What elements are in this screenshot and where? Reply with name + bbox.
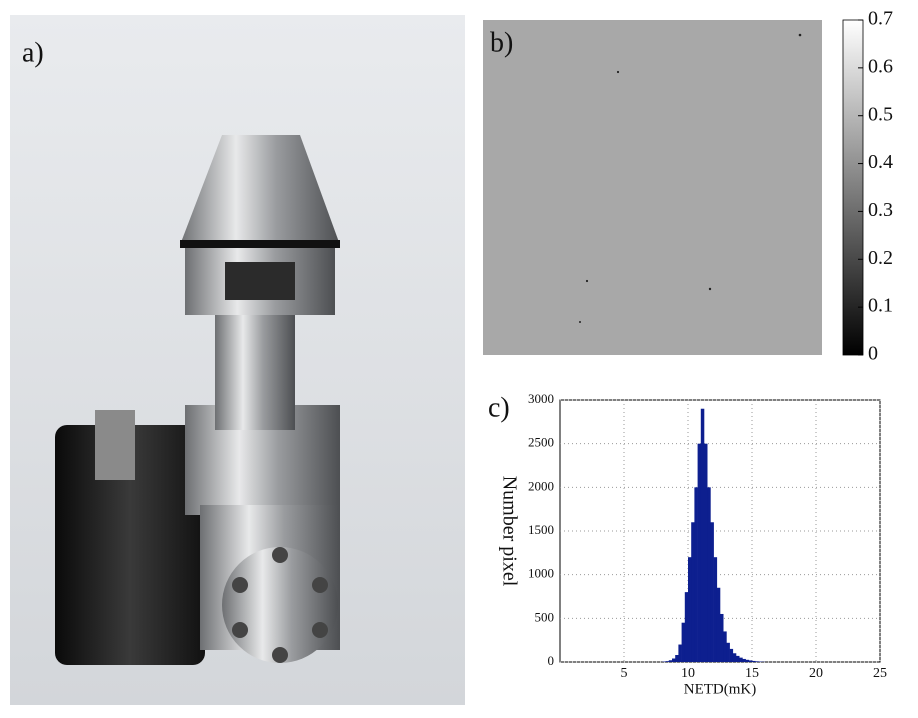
colorbar-tick-label: 0.3 bbox=[868, 199, 893, 221]
panel-label: c) bbox=[488, 392, 510, 423]
bar bbox=[726, 642, 730, 662]
colorbar-tick-label: 0.5 bbox=[868, 103, 893, 125]
y-tick-label: 1500 bbox=[528, 522, 554, 537]
bar bbox=[681, 622, 686, 662]
bar bbox=[723, 631, 727, 662]
bar bbox=[672, 658, 676, 662]
y-tick-label: 3000 bbox=[528, 391, 554, 406]
detector-image bbox=[483, 20, 822, 355]
x-tick-label: 25 bbox=[873, 666, 887, 681]
bar bbox=[739, 657, 743, 662]
x-tick-label: 10 bbox=[681, 666, 695, 681]
y-tick-label: 2000 bbox=[528, 478, 554, 493]
colorbar-tick-label: 0.6 bbox=[868, 55, 893, 77]
bar bbox=[742, 658, 746, 662]
x-axis-label: NETD(mK) bbox=[684, 681, 756, 697]
bar bbox=[691, 522, 695, 662]
bar bbox=[700, 408, 705, 662]
bar bbox=[710, 522, 714, 662]
colorbar-tick-label: 0.7 bbox=[868, 8, 893, 30]
bar bbox=[720, 613, 724, 662]
x-tick-label: 15 bbox=[745, 666, 759, 681]
bar bbox=[694, 487, 698, 662]
x-tick-label: 5 bbox=[621, 666, 628, 681]
bar bbox=[732, 653, 737, 662]
colorbar-tick-label: 0.1 bbox=[868, 295, 893, 317]
colorbar-tick-label: 0.4 bbox=[868, 151, 893, 173]
y-tick-label: 2500 bbox=[528, 435, 554, 450]
y-tick-label: 1000 bbox=[528, 566, 554, 581]
bar bbox=[748, 660, 753, 662]
dead-pixels bbox=[579, 33, 802, 323]
panel-label: b) bbox=[490, 27, 513, 58]
bar bbox=[665, 661, 670, 662]
bar bbox=[697, 443, 702, 662]
bar bbox=[675, 655, 679, 662]
bar bbox=[678, 644, 682, 662]
bar bbox=[755, 661, 759, 662]
bar bbox=[716, 587, 721, 662]
photo: a) bbox=[10, 15, 465, 705]
x-tick-label: 20 bbox=[809, 666, 823, 681]
bar bbox=[684, 592, 689, 662]
colorbar bbox=[842, 19, 864, 356]
bar bbox=[736, 655, 740, 662]
y-axis-label: Number pixel bbox=[498, 476, 520, 587]
bar bbox=[707, 487, 711, 662]
bar bbox=[713, 557, 718, 662]
bar bbox=[745, 659, 750, 662]
colorbar-tick-label: 0 bbox=[868, 343, 878, 365]
y-tick-label: 500 bbox=[535, 609, 555, 624]
bar bbox=[729, 648, 734, 662]
bar bbox=[752, 660, 756, 662]
panel-label: a) bbox=[22, 37, 44, 68]
colorbar-tick-label: 0.2 bbox=[868, 247, 893, 269]
bar bbox=[704, 443, 708, 662]
bar bbox=[668, 660, 673, 662]
y-tick-label: 0 bbox=[548, 653, 555, 668]
bar bbox=[688, 557, 692, 662]
